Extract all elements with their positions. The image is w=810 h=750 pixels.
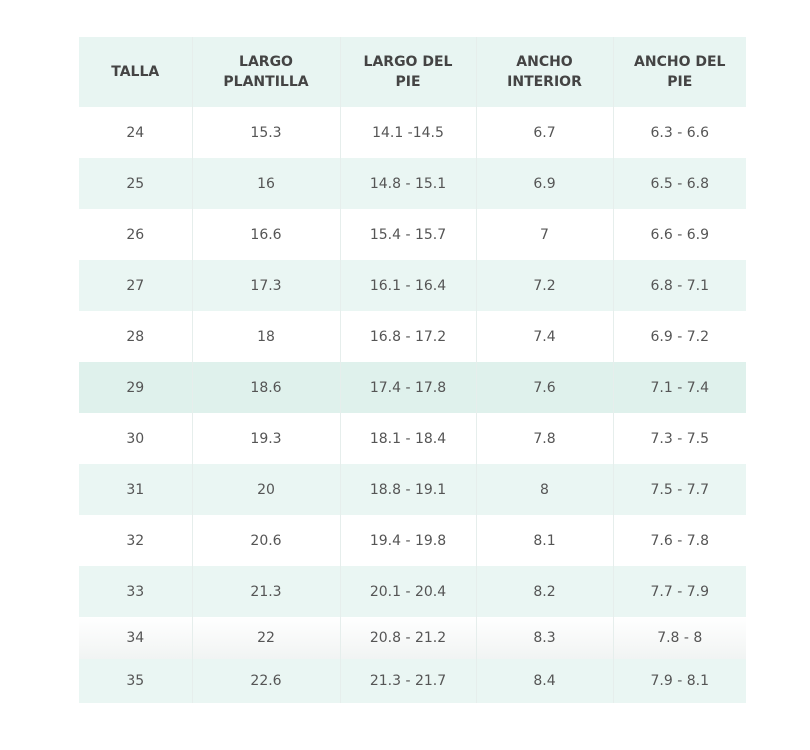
- table-cell: 8.1: [475, 515, 613, 566]
- table-row: 35 22.6 21.3 - 21.7 8.4 7.9 - 8.1: [79, 659, 746, 703]
- table-cell: 16.8 - 17.2: [339, 311, 476, 362]
- table-cell: 35: [79, 659, 192, 703]
- table-cell: 7.5 - 7.7: [612, 464, 746, 515]
- table-cell: 14.1 -14.5: [339, 107, 476, 158]
- table-header: TALLA LARGO PLANTILLA LARGO DEL PIE ANCHO I…: [79, 37, 746, 107]
- table-cell: 6.8 - 7.1: [612, 260, 746, 311]
- header-text: ANCHO DEL PIE: [634, 54, 726, 90]
- size-table: TALLA LARGO PLANTILLA LARGO DEL PIE ANCHO I…: [79, 37, 746, 703]
- header-text: TALLA: [111, 64, 160, 80]
- table-cell: 18.8 - 19.1: [339, 464, 476, 515]
- table-body: 24 15.3 14.1 -14.5 6.7 6.3 - 6.6 25 16 14.8 - 1…: [79, 107, 746, 703]
- header-cell: LARGO PLANTILLA: [191, 37, 340, 107]
- table-cell: 33: [79, 566, 192, 617]
- table-cell: 7.4: [475, 311, 613, 362]
- table-cell: 34: [79, 617, 192, 659]
- header-cell: TALLA: [79, 37, 192, 107]
- table-row: 33 21.3 20.1 - 20.4 8.2 7.7 - 7.9: [79, 566, 746, 617]
- table-cell: 31: [79, 464, 192, 515]
- table-row: 34 22 20.8 - 21.2 8.3 7.8 - 8: [79, 617, 746, 659]
- table-row: 28 18 16.8 - 17.2 7.4 6.9 - 7.2: [79, 311, 746, 362]
- table-cell: 22.6: [191, 659, 340, 703]
- table-cell: 30: [126, 430, 145, 447]
- table-cell: 27: [79, 260, 192, 311]
- table-cell: 25: [79, 158, 192, 209]
- header-text: LARGO DEL PIE: [363, 54, 453, 90]
- table-row: 25 16 14.8 - 15.1 6.9 6.5 - 6.8: [79, 158, 746, 209]
- table-cell: 7.1 - 7.4: [612, 362, 746, 413]
- header-cell: ANCHO DEL PIE: [612, 37, 746, 107]
- table-row: 32 20.6 19.4 - 19.8 8.1 7.6 - 7.8: [79, 515, 746, 566]
- table-cell: 19.3: [191, 413, 340, 464]
- table-cell: 7.6 - 7.8: [612, 515, 746, 566]
- table-cell: 28: [126, 328, 145, 345]
- table-cell: 8: [475, 464, 613, 515]
- table-cell: 16.6: [191, 209, 340, 260]
- table-cell: 20.8 - 21.2: [339, 617, 476, 659]
- table-row: 31 20 18.8 - 19.1 8 7.5 - 7.7: [79, 464, 746, 515]
- header-text: LARGO PLANTILLA: [223, 54, 309, 90]
- table-cell: 7.7 - 7.9: [612, 566, 746, 617]
- table-cell: 6.3 - 6.6: [612, 107, 746, 158]
- table-cell: 20.6: [191, 515, 340, 566]
- table-cell: 6.9 - 7.2: [612, 311, 746, 362]
- table-cell: 26: [126, 226, 145, 243]
- table-cell: 15.4 - 15.7: [339, 209, 476, 260]
- table-cell: 17.4 - 17.8: [339, 362, 476, 413]
- header-cell: ANCHO INTERIOR: [475, 37, 613, 107]
- table-cell: 8.3: [475, 617, 613, 659]
- table-cell: 18.1 - 18.4: [339, 413, 476, 464]
- table-row: 29 18.6 17.4 - 17.8 7.6 7.1 - 7.4: [79, 362, 746, 413]
- table-cell: 16.1 - 16.4: [339, 260, 476, 311]
- table-row: 27 17.3 16.1 - 16.4 7.2 6.8 - 7.1: [79, 260, 746, 311]
- table-row: 24 15.3 14.1 -14.5 6.7 6.3 - 6.6: [79, 107, 746, 158]
- table-cell: 20.1 - 20.4: [339, 566, 476, 617]
- table-cell: 24: [126, 124, 145, 141]
- table-cell: 32: [126, 532, 145, 549]
- table-cell: 8.2: [475, 566, 613, 617]
- table-cell: 7.3 - 7.5: [612, 413, 746, 464]
- table-cell: 20: [191, 464, 340, 515]
- table-cell: 15.3: [191, 107, 340, 158]
- table-cell: 7.8: [475, 413, 613, 464]
- table-cell: 22: [191, 617, 340, 659]
- table-cell: 7.6: [475, 362, 613, 413]
- table-cell: 21.3: [191, 566, 340, 617]
- table-cell: 14.8 - 15.1: [339, 158, 476, 209]
- table-cell: 18.6: [191, 362, 340, 413]
- table-cell: 8.4: [475, 659, 613, 703]
- table-cell: 16: [191, 158, 340, 209]
- table-row: 26 16.6 15.4 - 15.7 7 6.6 - 6.9: [79, 209, 746, 260]
- table-cell: 7.9 - 8.1: [612, 659, 746, 703]
- table-cell: 7: [475, 209, 613, 260]
- table-cell: 6.5 - 6.8: [612, 158, 746, 209]
- header-text: ANCHO INTERIOR: [507, 54, 582, 90]
- table-cell: 6.9: [475, 158, 613, 209]
- table-cell: 18: [191, 311, 340, 362]
- table-cell: 29: [79, 362, 192, 413]
- table-row: 30 19.3 18.1 - 18.4 7.8 7.3 - 7.5: [79, 413, 746, 464]
- header-row: TALLA LARGO PLANTILLA LARGO DEL PIE ANCHO I…: [79, 37, 746, 107]
- table-cell: 21.3 - 21.7: [339, 659, 476, 703]
- table-cell: 6.6 - 6.9: [612, 209, 746, 260]
- table-cell: 17.3: [191, 260, 340, 311]
- header-cell: LARGO DEL PIE: [339, 37, 476, 107]
- table-cell: 7.8 - 8: [612, 617, 746, 659]
- table-cell: 19.4 - 19.8: [339, 515, 476, 566]
- table-cell: 6.7: [475, 107, 613, 158]
- table-cell: 7.2: [475, 260, 613, 311]
